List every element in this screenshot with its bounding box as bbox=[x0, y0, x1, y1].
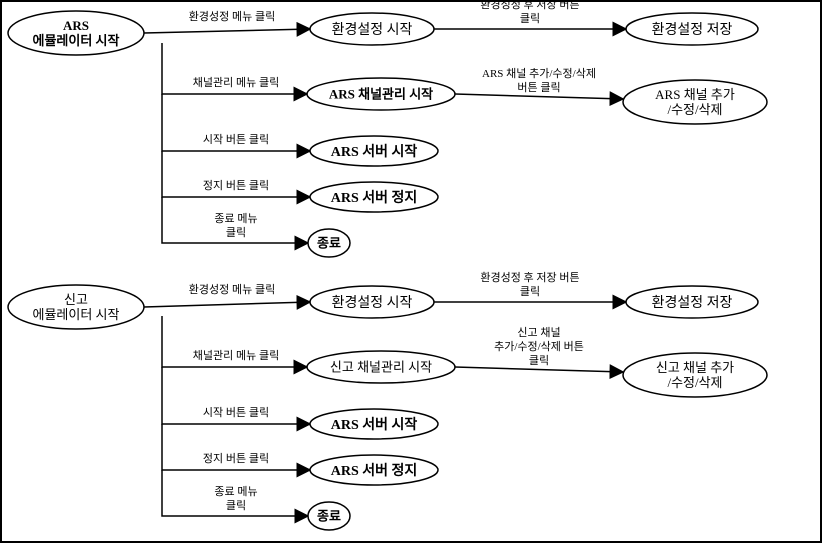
edge-label: 정지 버튼 클릭 bbox=[203, 452, 269, 465]
edge bbox=[144, 29, 310, 33]
node-label: /수정/삭제 bbox=[667, 102, 722, 117]
edge-label: 추가/수정/삭제 버튼 bbox=[494, 340, 584, 353]
edge bbox=[455, 367, 623, 372]
edge-label: 종료 메뉴 bbox=[214, 212, 257, 225]
edge-label: 클릭 bbox=[520, 285, 540, 298]
flowchart-svg: 환경성정 메뉴 클릭환경성정 후 저장 버튼클릭채널관리 메뉴 클릭ARS 채널… bbox=[2, 2, 822, 545]
node-label: 신고 bbox=[64, 292, 88, 307]
edge-label: 환경성정 후 저장 버튼 bbox=[480, 2, 579, 11]
edge-label: 종료 메뉴 bbox=[214, 485, 257, 498]
edge-label: 클릭 bbox=[226, 499, 246, 512]
node-label: ARS 채널 추가 bbox=[655, 87, 735, 102]
edge-label: 환경성정 메뉴 클릭 bbox=[189, 283, 275, 296]
node-label: ARS 서버 시작 bbox=[331, 143, 418, 160]
edge-label: 채널관리 메뉴 클릭 bbox=[193, 76, 279, 89]
diagram-frame: 환경성정 메뉴 클릭환경성정 후 저장 버튼클릭채널관리 메뉴 클릭ARS 채널… bbox=[0, 0, 822, 543]
node-label: 에뮬레이터 시작 bbox=[33, 307, 120, 322]
edge-label: 버튼 클릭 bbox=[517, 81, 560, 94]
node-label: ARS 서버 정지 bbox=[331, 189, 418, 206]
node-label: 환경설정 저장 bbox=[652, 295, 733, 311]
edge bbox=[455, 94, 623, 99]
edge-label: 환경성정 메뉴 클릭 bbox=[189, 10, 275, 23]
edge-label: 클릭 bbox=[226, 226, 246, 239]
edge-label: 환경성정 후 저장 버튼 bbox=[480, 271, 579, 284]
node-label: 에뮬레이터 시작 bbox=[33, 33, 120, 48]
node-label: 환경설정 시작 bbox=[332, 295, 413, 311]
node-label: 신고 채널관리 시작 bbox=[330, 360, 432, 375]
node-label: /수정/삭제 bbox=[667, 375, 722, 390]
node-label: 종료 bbox=[317, 236, 341, 251]
edge-label: 시작 버튼 클릭 bbox=[203, 133, 269, 146]
node-label: ARS bbox=[63, 18, 89, 33]
edge-label: 채널관리 메뉴 클릭 bbox=[193, 349, 279, 362]
node-label: 종료 bbox=[317, 509, 341, 524]
edge-label: 정지 버튼 클릭 bbox=[203, 179, 269, 192]
node-label: 환경설정 저장 bbox=[652, 22, 733, 38]
edge-label: ARS 채널 추가/수정/삭제 bbox=[482, 67, 596, 80]
edge-label: 신고 채널 bbox=[517, 326, 560, 339]
node-label: ARS 서버 정지 bbox=[331, 462, 418, 479]
node-label: ARS 채널관리 시작 bbox=[329, 87, 433, 102]
edge bbox=[144, 302, 310, 307]
edge-label: 클릭 bbox=[520, 12, 540, 25]
edge-label: 시작 버튼 클릭 bbox=[203, 406, 269, 419]
node-label: ARS 서버 시작 bbox=[331, 416, 418, 433]
edge-label: 클릭 bbox=[529, 354, 549, 367]
node-label: 신고 채널 추가 bbox=[656, 360, 734, 375]
node-label: 환경설정 시작 bbox=[332, 22, 413, 38]
